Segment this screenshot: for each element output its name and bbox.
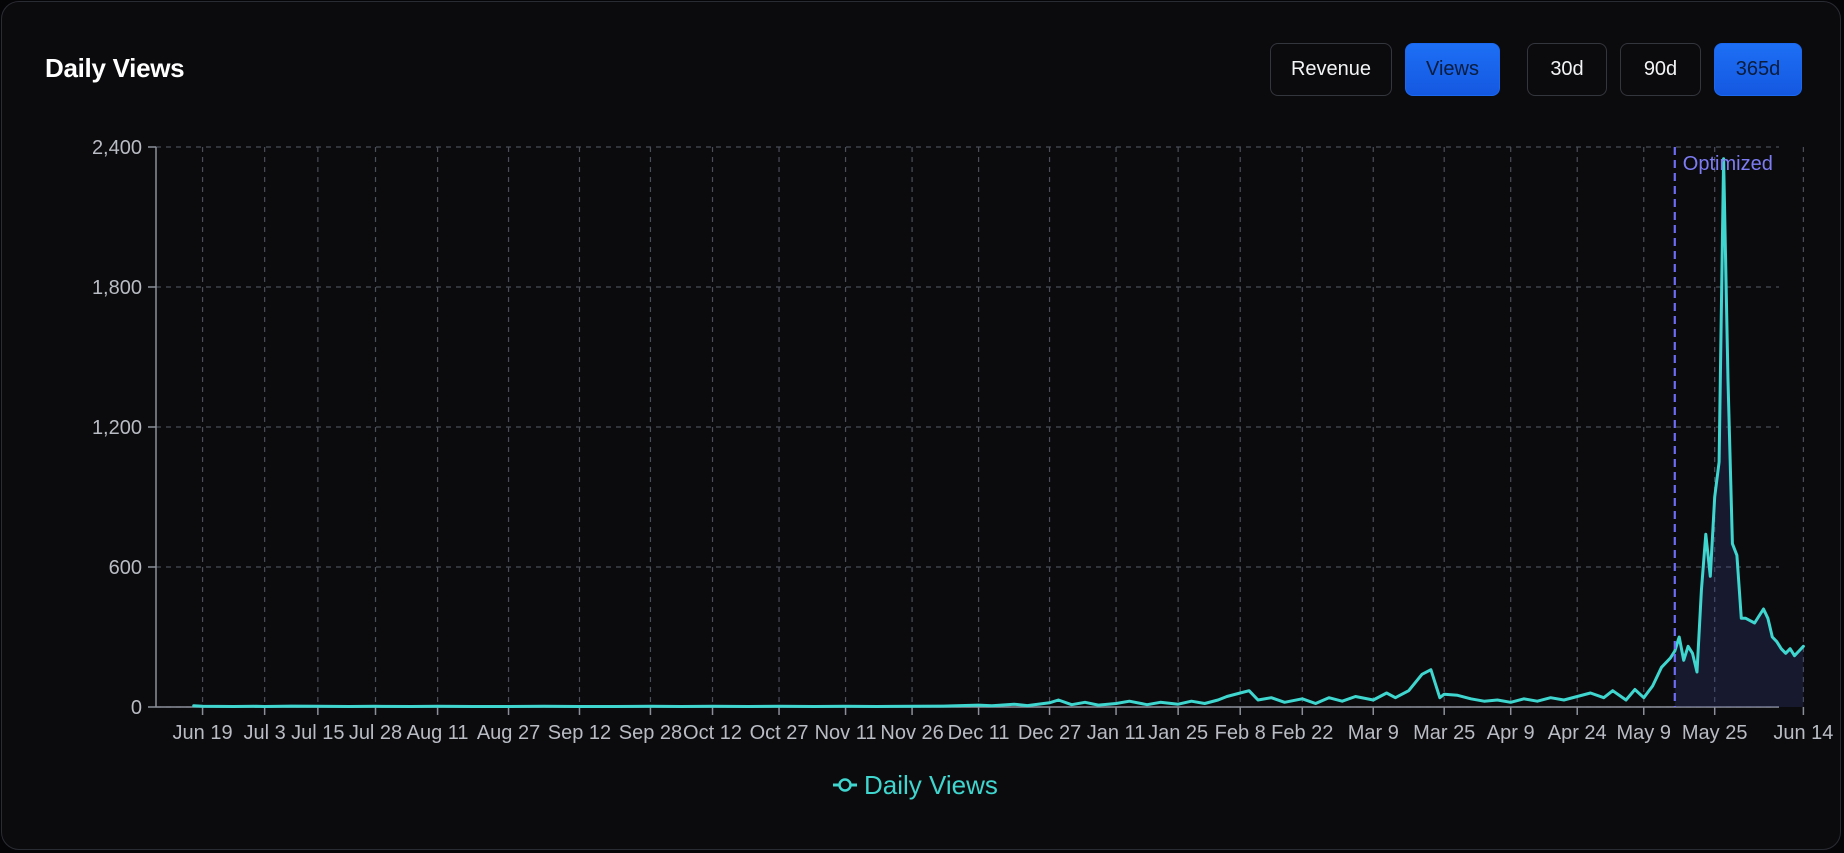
x-tick-label: Aug 27 — [477, 722, 540, 744]
x-tick-label: Nov 11 — [815, 722, 877, 744]
x-tick-label: Nov 26 — [880, 722, 943, 744]
y-tick-label: 1,800 — [92, 277, 142, 299]
tab-revenue[interactable]: Revenue — [1270, 43, 1392, 96]
x-tick-label: Sep 28 — [619, 722, 682, 744]
range-30d-button[interactable]: 30d — [1527, 43, 1607, 96]
x-tick-label: Feb 8 — [1215, 722, 1266, 744]
x-tick-label: Jan 25 — [1148, 722, 1208, 744]
x-tick-label: Jun 14 — [1773, 722, 1833, 744]
x-tick-label: Mar 9 — [1348, 722, 1399, 744]
y-tick-label: 1,200 — [92, 417, 142, 439]
range-365d-button[interactable]: 365d — [1714, 43, 1802, 96]
x-tick-label: Dec 11 — [948, 722, 1010, 744]
chart-title: Daily Views — [45, 53, 185, 83]
tab-views[interactable]: Views — [1405, 43, 1500, 96]
x-tick-label: Sep 12 — [548, 722, 611, 744]
y-tick-label: 2,400 — [92, 137, 142, 159]
y-tick-label: 600 — [109, 557, 142, 579]
x-tick-label: Dec 27 — [1018, 722, 1081, 744]
x-tick-label: Mar 25 — [1413, 722, 1475, 744]
x-tick-label: Jan 11 — [1087, 722, 1146, 744]
x-tick-label: Jul 15 — [291, 722, 344, 744]
x-tick-label: Apr 9 — [1487, 722, 1535, 744]
optimized-marker-label: Optimized — [1683, 153, 1773, 175]
x-tick-label: Aug 11 — [407, 722, 469, 744]
x-tick-label: Apr 24 — [1548, 722, 1607, 744]
series-line-daily-views — [192, 157, 1805, 708]
x-tick-label: Oct 12 — [683, 722, 742, 744]
x-tick-label: May 9 — [1617, 722, 1671, 744]
x-tick-label: Feb 22 — [1271, 722, 1333, 744]
x-tick-label: Oct 27 — [750, 722, 809, 744]
x-tick-label: Jul 3 — [244, 722, 286, 744]
x-tick-label: Jul 28 — [349, 722, 402, 744]
x-tick-label: May 25 — [1682, 722, 1748, 744]
optimized-area — [1674, 158, 1804, 707]
x-tick-label: Jun 19 — [173, 722, 233, 744]
y-tick-label: 0 — [131, 697, 142, 719]
range-90d-button[interactable]: 90d — [1620, 43, 1701, 96]
legend-marker-swatch — [838, 778, 852, 792]
legend-label: Daily Views — [864, 770, 998, 800]
